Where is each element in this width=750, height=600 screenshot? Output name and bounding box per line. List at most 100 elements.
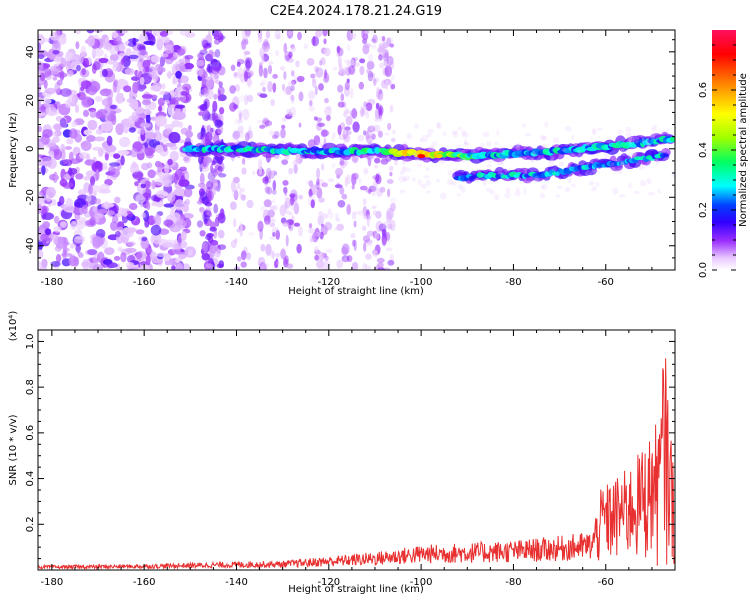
spectrogram-cell xyxy=(175,258,180,264)
spectrogram-cell xyxy=(308,90,316,100)
spectrogram-cell xyxy=(117,150,130,156)
spectrogram-cell xyxy=(143,40,155,46)
spectrogram-cell xyxy=(351,211,357,220)
spectrogram-cell xyxy=(375,102,380,110)
spectrogram-cell xyxy=(411,177,417,182)
spectrogram-cell xyxy=(457,126,462,131)
spectrogram-cell xyxy=(318,211,324,217)
spectrogram-cell xyxy=(318,197,325,203)
spectrogram-cell xyxy=(351,108,358,119)
spectrogram-cell xyxy=(174,219,187,229)
spectrogram-cell xyxy=(358,81,364,90)
spectrogram-cell xyxy=(248,231,255,236)
spectrogram-cell xyxy=(272,231,276,237)
snr-y-tick-label: 0.8 xyxy=(25,379,36,395)
spectrogram-cell xyxy=(282,180,289,186)
spectrogram-cell xyxy=(243,54,248,60)
spectrogram-cell xyxy=(343,111,348,118)
spectrogram-cell xyxy=(341,246,349,256)
spectrogram-cell xyxy=(577,149,581,154)
spectrogram-cell xyxy=(320,57,326,66)
spectrogram-cell xyxy=(425,133,432,138)
spectrogram-cell xyxy=(131,76,140,81)
spectrogram-cell xyxy=(386,211,393,223)
spectrogram-cell xyxy=(79,56,84,64)
spectrogram-cell xyxy=(209,51,217,58)
spectrogram-cell xyxy=(272,73,278,79)
spectrogram-cell xyxy=(86,135,96,142)
spectrogram-cell xyxy=(505,187,511,194)
spectrogram-cell xyxy=(516,187,520,192)
spectrogram-cell xyxy=(340,93,345,102)
spectrogram-cell xyxy=(172,243,181,255)
spectrogram-cell xyxy=(464,141,468,145)
spectrogram-cell xyxy=(390,197,397,205)
spectrogram-cell xyxy=(257,30,263,39)
spectrogram-cell xyxy=(379,62,385,69)
spectrogram-cell xyxy=(482,178,487,186)
spectrogram-cell xyxy=(60,88,72,97)
spectrogram-x-tick-label: -80 xyxy=(505,277,521,288)
spectrogram-cell xyxy=(313,116,318,121)
spectrogram-cell xyxy=(372,77,380,83)
spectrogram-cell xyxy=(104,152,109,161)
spectrogram-cell xyxy=(496,130,500,136)
spectrogram-cell xyxy=(178,179,190,187)
spectrogram-cell xyxy=(164,260,172,266)
spectrogram-y-tick-label: -20 xyxy=(25,189,36,205)
spectrogram-cell xyxy=(628,136,635,143)
spectrogram-ticks: -180 -160 -140 -120 -100 -80 -60 -40 -20 0 20 40 xyxy=(25,30,676,288)
spectrogram-cell xyxy=(80,45,87,57)
spectrogram-cell xyxy=(283,186,288,194)
spectrogram-cell xyxy=(283,71,287,80)
snr-x-tick-label: -180 xyxy=(40,577,63,588)
spectrogram-cell xyxy=(118,44,126,52)
spectrogram-cell xyxy=(387,223,393,230)
spectrogram-cell xyxy=(46,196,51,202)
spectrogram-cell xyxy=(177,262,184,270)
spectrogram-cell xyxy=(69,168,78,175)
spectrogram-cell xyxy=(564,125,572,132)
spectrogram-cell xyxy=(295,60,300,68)
spectrogram-cell xyxy=(148,35,155,41)
spectrogram-cell xyxy=(633,136,640,144)
spectrogram-cell xyxy=(384,132,390,136)
snr-x-tick-label: -60 xyxy=(598,577,614,588)
spectrogram-cell xyxy=(233,189,239,201)
spectrogram-cell xyxy=(273,131,280,139)
spectrogram-cell xyxy=(177,121,184,128)
spectrogram-cell xyxy=(293,222,301,227)
spectrogram-cell xyxy=(198,188,205,197)
spectrogram-cell xyxy=(128,202,138,211)
spectrogram-cell xyxy=(628,182,632,189)
spectrogram-cell xyxy=(289,94,295,100)
spectrogram-cell xyxy=(38,37,51,43)
spectrogram-cell xyxy=(603,153,610,159)
spectrogram-cell xyxy=(111,31,119,39)
spectrogram-cell xyxy=(272,82,277,93)
spectrogram-cell xyxy=(286,91,292,95)
spectrogram-cell xyxy=(67,94,76,106)
spectrogram-cell xyxy=(616,167,623,175)
spectrogram-cell xyxy=(124,68,135,75)
spectrogram-cell xyxy=(204,131,213,143)
spectrogram-cell xyxy=(140,183,146,189)
spectrogram-cell xyxy=(209,226,217,232)
spectrogram-cell xyxy=(641,136,645,143)
spectrogram-cell xyxy=(123,85,132,93)
spectrogram-cell xyxy=(244,132,250,142)
spectrogram-cell xyxy=(92,48,104,57)
spectrogram-cell xyxy=(639,180,647,187)
spectrogram-cell xyxy=(430,146,434,150)
spectrogram-cell xyxy=(372,34,378,44)
spectrogram-cell xyxy=(132,171,143,179)
spectrogram-cell xyxy=(408,167,412,172)
spectrogram-cell xyxy=(38,125,42,133)
spectrogram-cell xyxy=(216,248,222,255)
spectrogram-cell xyxy=(258,64,264,77)
spectrogram-cell xyxy=(274,30,281,40)
spectrogram-cell xyxy=(376,257,385,263)
spectrogram-cell xyxy=(373,78,377,86)
spectrogram-cell xyxy=(199,191,207,201)
spectrogram-cell xyxy=(164,164,170,174)
